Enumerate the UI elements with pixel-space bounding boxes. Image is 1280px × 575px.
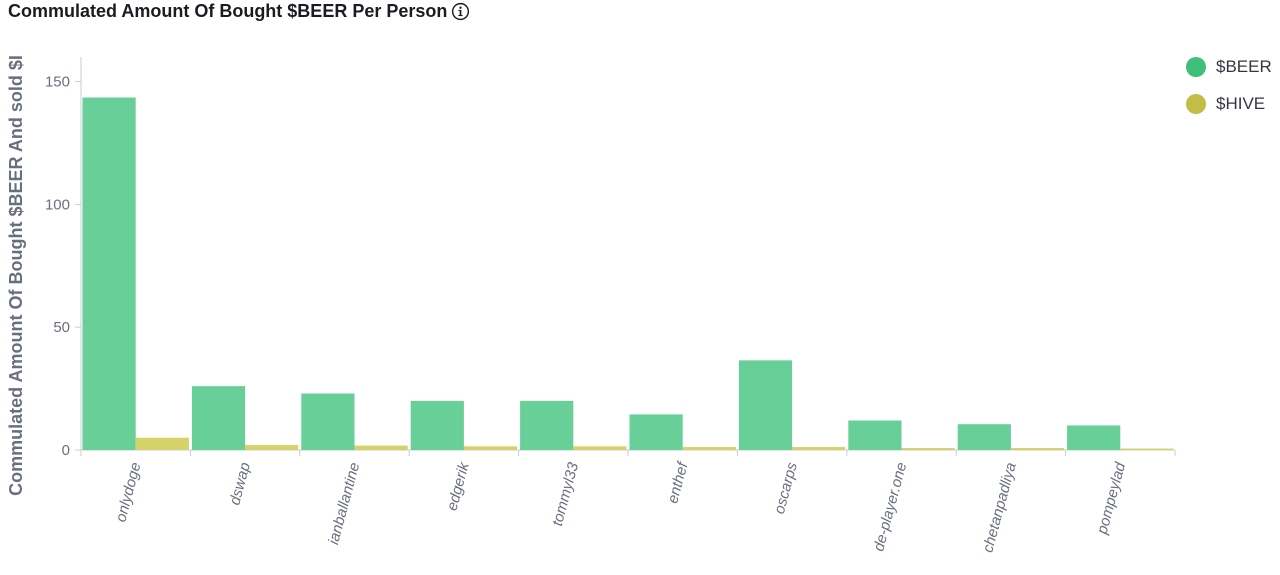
x-tick-label-chetanpadliya: chetanpadliya [979,461,1019,555]
legend-swatch [1186,56,1206,77]
y-tick-label: 150 [45,74,70,91]
bar-hive-enthef [682,447,736,450]
bar-beer-chetanpadliya [957,424,1011,450]
bar-beer-edgerik [410,400,464,450]
bar-hive-edgerik [463,446,518,450]
bar-hive-dswap [245,445,299,450]
x-tick-label-enthef: enthef [664,459,692,505]
legend-item-beer[interactable]: $BEER [1186,48,1272,85]
y-axis-label: Commulated Amount Of Bought $BEER And so… [6,55,26,496]
x-tick-label-pompeylad: pompeylad [1093,460,1129,537]
y-tick-label: 0 [62,442,70,459]
bar-beer-pompeylad [1067,425,1121,450]
bar-beer-oscarps [738,360,793,450]
bar-hive-onlydoge [135,437,189,450]
y-tick-label: 50 [53,319,70,336]
x-tick-label-dswap: dswap [226,461,254,507]
bar-hive-tommyl33 [573,446,627,450]
x-tick-label-oscarps: oscarps [771,460,801,516]
legend-label: $BEER [1216,56,1272,76]
bar-hive-ianballantine [354,445,408,450]
bar-beer-onlydoge [82,97,136,450]
x-tick-label-de-player.one: de-player.one [870,461,910,553]
chart-title-row: Commulated Amount Of Bought $BEER Per Pe… [8,1,470,22]
bar-beer-dswap [191,386,246,450]
bar-hive-de-player.one [901,448,955,450]
x-tick-label-tommyl33: tommyl33 [549,460,582,528]
chart-legend: $BEER $HIVE [1186,48,1272,122]
bar-beer-tommyl33 [520,400,574,450]
bar-beer-enthef [629,414,683,450]
bar-hive-oscarps [792,447,846,450]
x-tick-label-ianballantine: ianballantine [325,461,363,547]
legend-swatch [1186,93,1206,114]
x-tick-label-edgerik: edgerik [444,459,474,512]
legend-label: $HIVE [1216,93,1266,113]
bar-hive-chetanpadliya [1010,448,1065,450]
bar-beer-ianballantine [301,393,355,450]
chart-title: Commulated Amount Of Bought $BEER Per Pe… [8,1,448,21]
legend-item-hive[interactable]: $HIVE [1186,85,1272,122]
info-icon[interactable] [451,2,470,21]
x-tick-label-onlydoge: onlydoge [112,461,144,524]
y-tick-label: 100 [45,196,70,213]
bar-hive-pompeylad [1120,448,1174,450]
bar-beer-de-player.one [848,420,902,450]
